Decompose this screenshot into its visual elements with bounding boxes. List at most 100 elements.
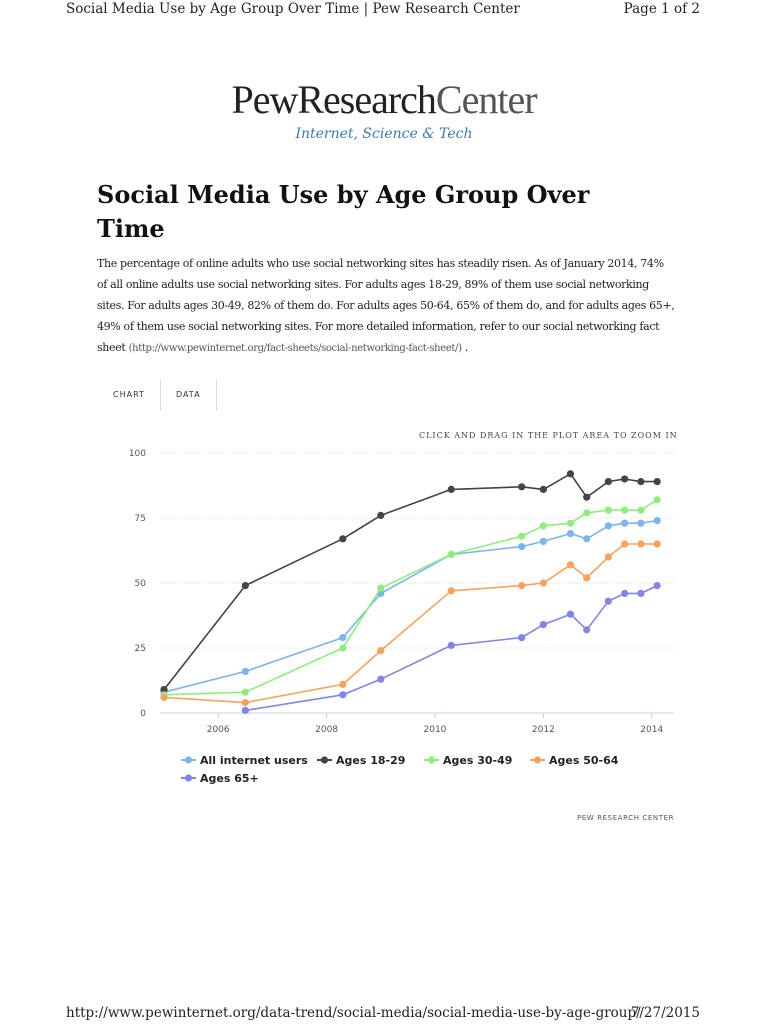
- data-point-ages-30-49[interactable]: [539, 522, 547, 530]
- data-point-ages-30-49[interactable]: [637, 506, 645, 514]
- data-point-ages-18-29[interactable]: [539, 485, 547, 493]
- intro-end: .: [464, 341, 469, 354]
- data-point-ages-30-49[interactable]: [566, 519, 575, 527]
- data-point-ages-50-64[interactable]: [604, 553, 612, 561]
- data-point-ages-50-64[interactable]: [518, 582, 526, 590]
- footer-url: http://www.pewinternet.org/data-trend/so…: [66, 1005, 641, 1021]
- legend-label-all-internet-users[interactable]: All internet users: [200, 754, 308, 767]
- x-tick-label: 2010: [424, 725, 447, 735]
- data-point-ages-30-49[interactable]: [621, 506, 629, 514]
- data-point-ages-50-64[interactable]: [160, 693, 168, 702]
- data-point-all-internet-users[interactable]: [653, 517, 661, 525]
- legend-swatch-marker-ages-50-64[interactable]: [533, 756, 542, 764]
- data-point-ages-30-49[interactable]: [339, 644, 347, 652]
- data-point-ages-30-49[interactable]: [518, 532, 526, 540]
- x-tick-label: 2014: [640, 725, 663, 735]
- data-point-ages-65[interactable]: [566, 610, 575, 618]
- legend-label-ages-18-29[interactable]: Ages 18-29: [336, 754, 405, 767]
- y-tick-label: 75: [135, 514, 146, 524]
- data-point-ages-18-29[interactable]: [566, 470, 575, 478]
- print-header-title: Social Media Use by Age Group Over Time …: [66, 1, 520, 17]
- page-title: Social Media Use by Age Group Over Time: [97, 180, 590, 243]
- data-point-ages-30-49[interactable]: [583, 509, 591, 517]
- data-point-ages-18-29[interactable]: [518, 483, 526, 491]
- data-point-ages-65[interactable]: [518, 634, 526, 642]
- data-point-ages-65[interactable]: [447, 641, 455, 650]
- zoom-hint: CLICK AND DRAG IN THE PLOT AREA TO ZOOM …: [419, 431, 678, 440]
- y-tick-label: 100: [129, 449, 146, 459]
- legend-swatch-marker-all-internet-users[interactable]: [184, 756, 193, 764]
- data-point-ages-30-49[interactable]: [604, 506, 612, 514]
- x-tick-label: 2012: [532, 725, 555, 735]
- tab-chart[interactable]: CHART: [98, 379, 161, 411]
- data-point-ages-50-64[interactable]: [241, 699, 249, 707]
- series-line-ages-18-29[interactable]: [163, 472, 658, 691]
- data-point-ages-18-29[interactable]: [621, 475, 629, 483]
- data-point-ages-65[interactable]: [653, 582, 661, 590]
- data-point-all-internet-users[interactable]: [566, 530, 575, 538]
- data-point-ages-18-29[interactable]: [160, 686, 168, 694]
- logo-wordmark-primary: PewResearch: [231, 77, 436, 122]
- data-point-ages-65[interactable]: [339, 691, 347, 699]
- y-tick-label: 25: [135, 644, 146, 654]
- data-point-ages-50-64[interactable]: [447, 587, 455, 595]
- data-point-all-internet-users[interactable]: [518, 543, 526, 551]
- intro-paragraph: The percentage of online adults who use …: [97, 253, 675, 359]
- data-point-ages-50-64[interactable]: [653, 540, 661, 548]
- data-point-ages-18-29[interactable]: [637, 478, 645, 486]
- legend-swatch-marker-ages-18-29[interactable]: [320, 756, 329, 764]
- legend-swatch-marker-ages-30-49[interactable]: [427, 756, 436, 764]
- series-line-all-internet-users[interactable]: [163, 519, 658, 693]
- data-point-ages-18-29[interactable]: [653, 478, 661, 486]
- data-point-ages-30-49[interactable]: [377, 584, 385, 592]
- data-point-ages-65[interactable]: [621, 589, 629, 598]
- data-point-ages-50-64[interactable]: [539, 579, 547, 587]
- data-point-all-internet-users[interactable]: [241, 667, 249, 676]
- legend-label-ages-65[interactable]: Ages 65+: [200, 772, 259, 785]
- data-point-all-internet-users[interactable]: [604, 522, 612, 530]
- legend-label-ages-30-49[interactable]: Ages 30-49: [443, 754, 512, 767]
- data-point-ages-18-29[interactable]: [604, 478, 612, 486]
- data-point-ages-50-64[interactable]: [377, 647, 385, 655]
- data-point-ages-50-64[interactable]: [621, 540, 629, 548]
- pew-logo[interactable]: PewResearchCenter Internet, Science & Te…: [0, 77, 768, 143]
- data-point-ages-18-29[interactable]: [241, 582, 249, 590]
- data-point-ages-18-29[interactable]: [447, 485, 455, 493]
- data-point-ages-50-64[interactable]: [566, 561, 575, 569]
- data-point-ages-18-29[interactable]: [377, 511, 385, 519]
- logo-subtitle: Internet, Science & Tech: [295, 126, 473, 142]
- data-point-all-internet-users[interactable]: [339, 634, 347, 642]
- y-tick-label: 50: [135, 579, 147, 589]
- data-point-ages-65[interactable]: [604, 597, 612, 605]
- footer-date: 7/27/2015: [630, 1005, 700, 1021]
- data-point-ages-65[interactable]: [583, 626, 591, 634]
- data-point-all-internet-users[interactable]: [583, 535, 591, 543]
- data-point-ages-65[interactable]: [539, 621, 547, 629]
- chart-tabs: CHART DATA: [98, 379, 217, 411]
- data-point-all-internet-users[interactable]: [539, 537, 547, 546]
- data-point-all-internet-users[interactable]: [621, 519, 629, 527]
- data-point-ages-30-49[interactable]: [241, 688, 249, 696]
- data-point-ages-65[interactable]: [377, 675, 385, 683]
- chart-credit: PEW RESEARCH CENTER: [577, 814, 675, 822]
- data-point-ages-30-49[interactable]: [447, 550, 455, 559]
- data-point-ages-50-64[interactable]: [637, 540, 645, 548]
- logo-wordmark-secondary: Center: [435, 77, 538, 122]
- data-point-ages-30-49[interactable]: [653, 496, 661, 504]
- data-point-ages-65[interactable]: [241, 706, 249, 715]
- data-point-ages-18-29[interactable]: [583, 493, 591, 501]
- print-header-page-number: Page 1 of 2: [623, 1, 700, 17]
- data-point-ages-65[interactable]: [637, 589, 645, 598]
- x-tick-label: 2008: [315, 725, 338, 735]
- legend-label-ages-50-64[interactable]: Ages 50-64: [549, 754, 619, 767]
- data-point-ages-50-64[interactable]: [339, 680, 347, 689]
- tab-data[interactable]: DATA: [161, 379, 217, 411]
- y-tick-label: 0: [140, 709, 146, 719]
- legend-swatch-marker-ages-65[interactable]: [184, 774, 193, 782]
- data-point-all-internet-users[interactable]: [637, 519, 645, 527]
- series-line-ages-50-64[interactable]: [163, 543, 658, 704]
- data-point-ages-18-29[interactable]: [339, 535, 347, 543]
- data-point-ages-50-64[interactable]: [583, 574, 591, 582]
- fact-sheet-link[interactable]: (http://www.pewinternet.org/fact-sheets/…: [128, 343, 462, 354]
